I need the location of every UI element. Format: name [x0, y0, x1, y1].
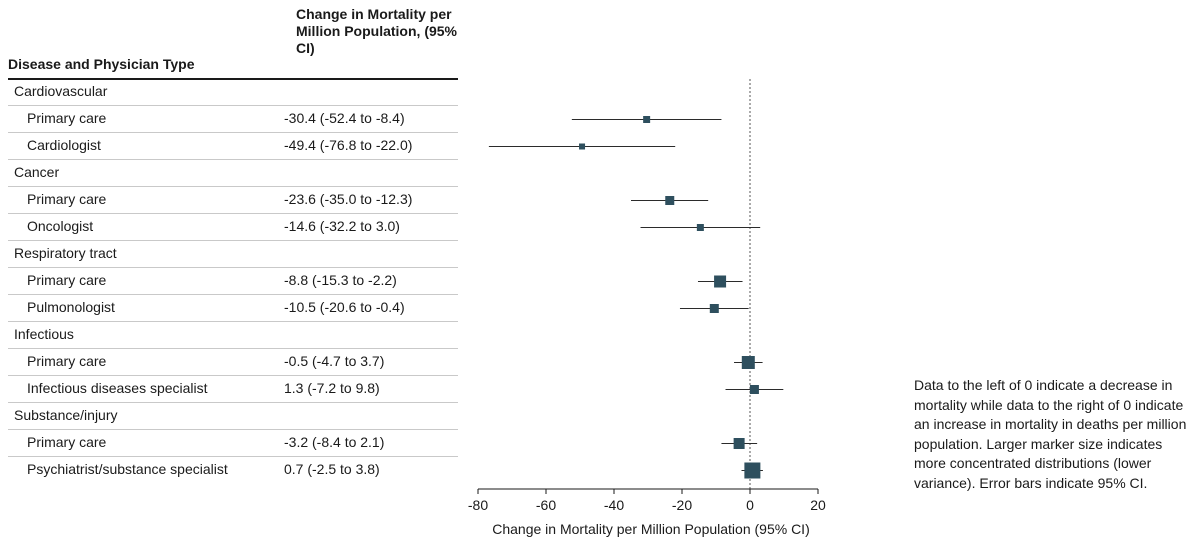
table-row: Infectious diseases specialist 1.3 (-7.2 …	[8, 376, 458, 403]
group-row: Cardiovascular	[8, 79, 458, 106]
row-label: Psychiatrist/substance specialist	[27, 461, 228, 477]
point-marker	[696, 224, 704, 231]
row-estimate: -23.6 (-35.0 to -12.3)	[284, 191, 413, 207]
row-estimate: -14.6 (-32.2 to 3.0)	[284, 218, 400, 234]
point-marker	[709, 304, 719, 313]
point-marker	[665, 196, 675, 205]
group-label: Respiratory tract	[14, 245, 117, 261]
x-tick-label: 20	[810, 497, 826, 513]
row-estimate: -3.2 (-8.4 to 2.1)	[284, 434, 385, 450]
row-label: Primary care	[27, 353, 107, 369]
table-row: Primary care -23.6 (-35.0 to -12.3)	[8, 187, 458, 214]
row-label: Infectious diseases specialist	[27, 380, 208, 396]
row-label: Pulmonologist	[27, 299, 115, 315]
group-row: Infectious	[8, 322, 458, 349]
row-label: Primary care	[27, 191, 107, 207]
row-label: Oncologist	[27, 218, 94, 234]
row-estimate: -0.5 (-4.7 to 3.7)	[284, 353, 385, 369]
point-marker	[714, 275, 727, 288]
group-label: Substance/injury	[14, 407, 118, 423]
x-tick-label: 0	[746, 497, 754, 513]
column-header-disease: Disease and Physician Type	[8, 56, 195, 72]
group-label: Infectious	[14, 326, 74, 342]
row-estimate: -8.8 (-15.3 to -2.2)	[284, 272, 397, 288]
table-row: Pulmonologist -10.5 (-20.6 to -0.4)	[8, 295, 458, 322]
point-marker	[733, 438, 745, 449]
row-estimate: 0.7 (-2.5 to 3.8)	[284, 461, 380, 477]
point-marker	[643, 116, 651, 123]
group-label: Cancer	[14, 164, 60, 180]
table-row: Cardiologist -49.4 (-76.8 to -22.0)	[8, 133, 458, 160]
row-label: Primary care	[27, 110, 107, 126]
group-row: Respiratory tract	[8, 241, 458, 268]
group-label: Cardiovascular	[14, 83, 108, 99]
group-row: Cancer	[8, 160, 458, 187]
header-rule	[8, 78, 458, 80]
table-row: Primary care -3.2 (-8.4 to 2.1)	[8, 430, 458, 457]
row-estimate: -30.4 (-52.4 to -8.4)	[284, 110, 405, 126]
x-axis-title: Change in Mortality per Million Populati…	[492, 521, 810, 537]
x-tick-label: -80	[468, 497, 488, 513]
table-row: Psychiatrist/substance specialist 0.7 (-2…	[8, 457, 458, 484]
column-header-change: Change in Mortality per Million Populati…	[296, 6, 457, 56]
point-marker	[579, 143, 586, 150]
row-estimate: -49.4 (-76.8 to -22.0)	[284, 137, 413, 153]
row-label: Primary care	[27, 272, 107, 288]
point-marker	[749, 385, 759, 394]
row-estimate: -10.5 (-20.6 to -0.4)	[284, 299, 405, 315]
table-row: Primary care -8.8 (-15.3 to -2.2)	[8, 268, 458, 295]
x-tick-label: -60	[536, 497, 556, 513]
row-label: Primary care	[27, 434, 107, 450]
row-label: Cardiologist	[27, 137, 101, 153]
table-row: Primary care -30.4 (-52.4 to -8.4)	[8, 106, 458, 133]
point-marker	[744, 462, 761, 479]
x-tick-label: -40	[604, 497, 624, 513]
table-row: Oncologist -14.6 (-32.2 to 3.0)	[8, 214, 458, 241]
x-tick-label: -20	[672, 497, 692, 513]
figure-note: Data to the left of 0 indicate a decreas…	[914, 377, 1187, 491]
row-estimate: 1.3 (-7.2 to 9.8)	[284, 380, 380, 396]
group-row: Substance/injury	[8, 403, 458, 430]
table-row: Primary care -0.5 (-4.7 to 3.7)	[8, 349, 458, 376]
point-marker	[741, 356, 755, 369]
